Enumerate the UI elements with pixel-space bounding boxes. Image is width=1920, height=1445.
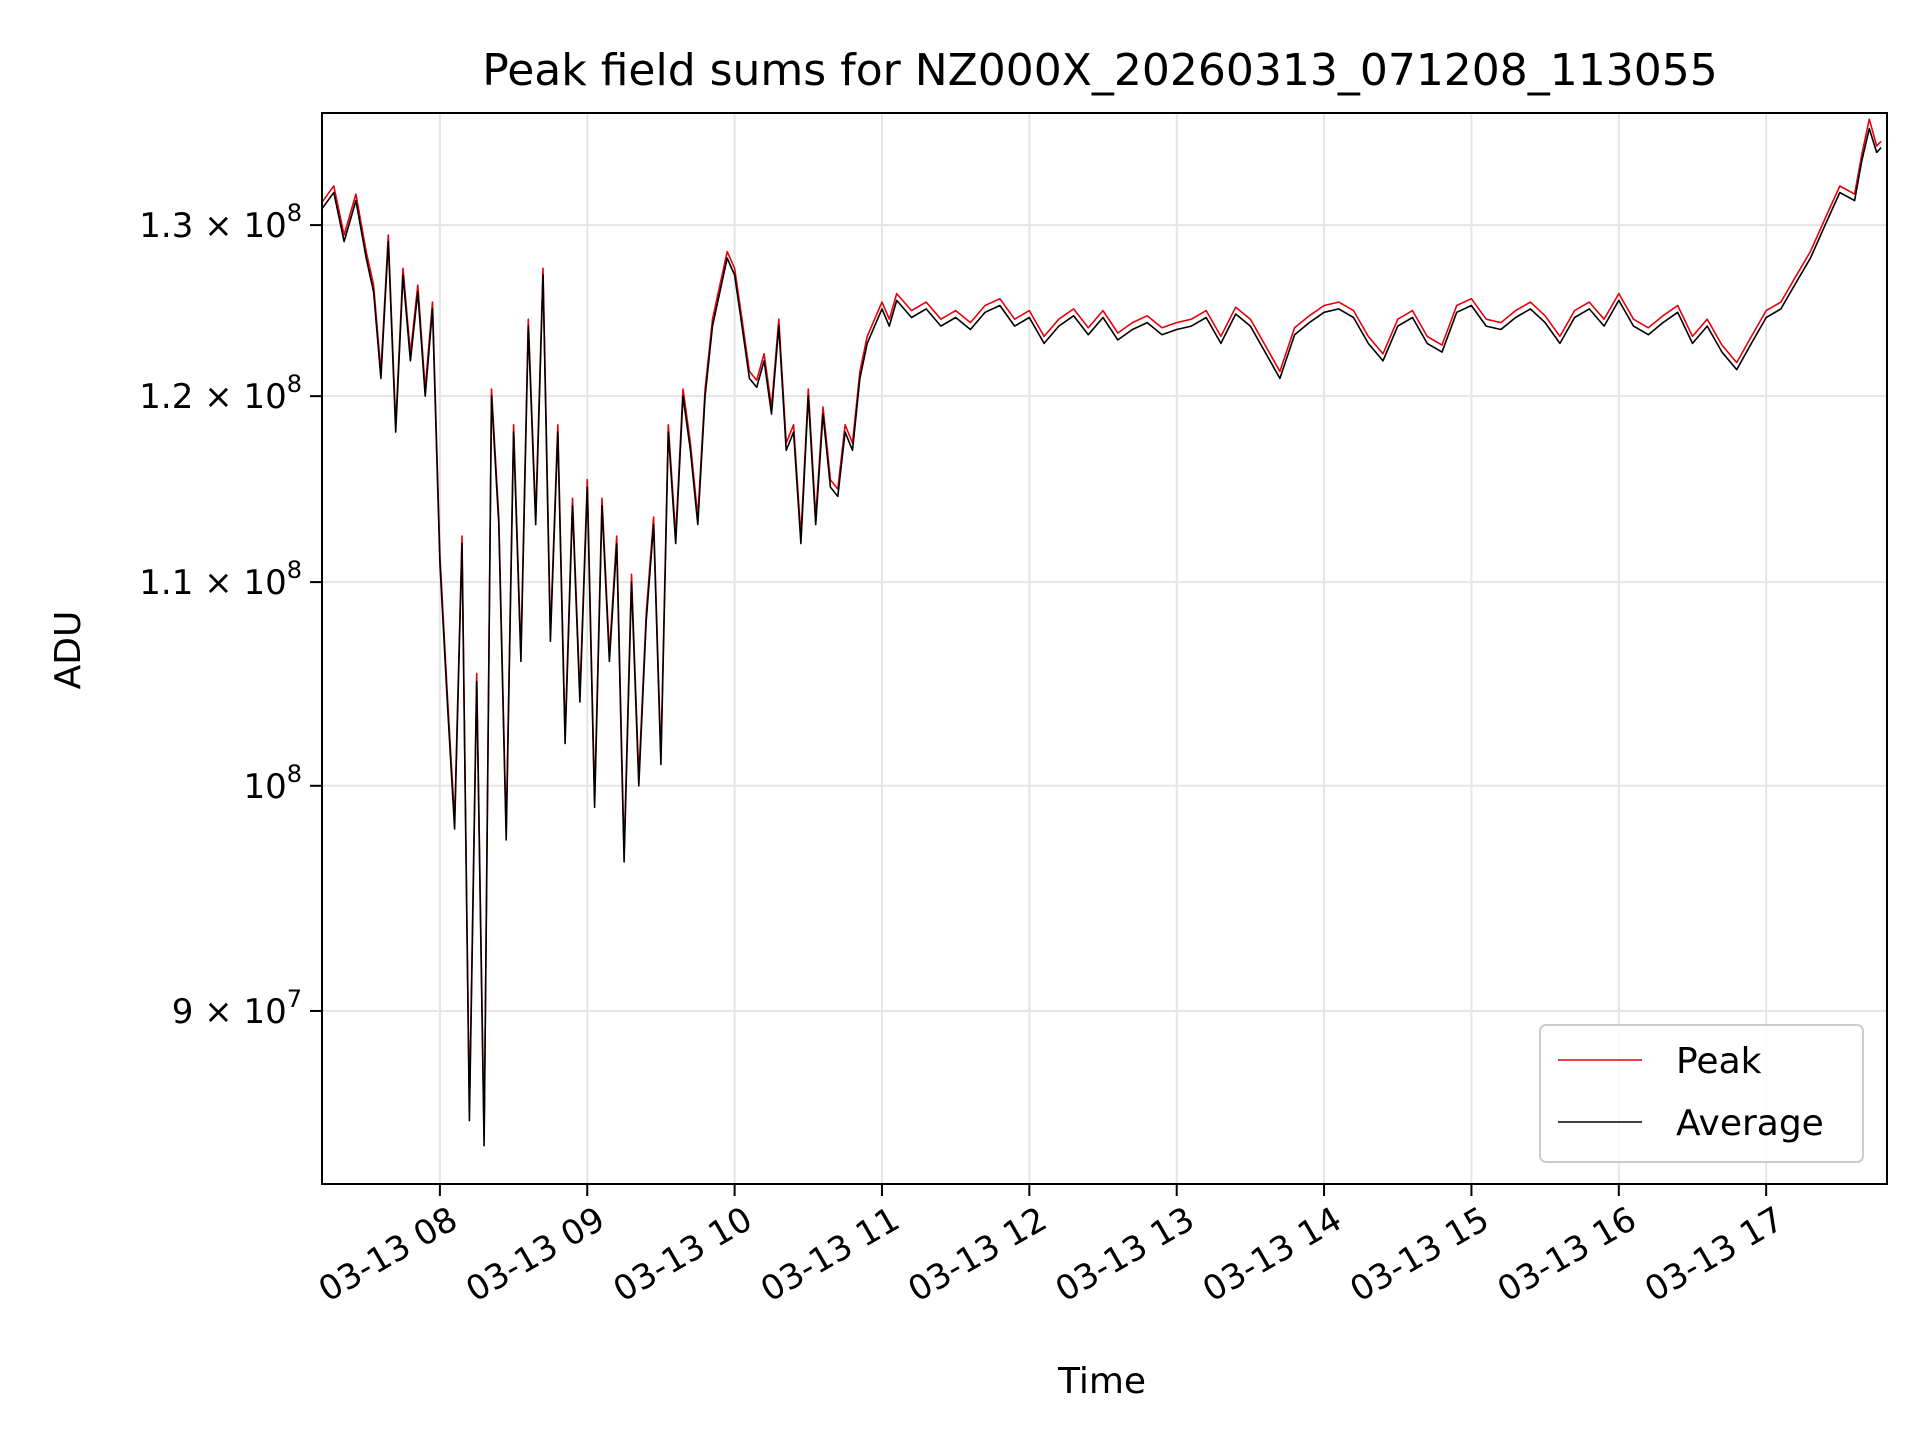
y-tick-mantissa: 10 bbox=[243, 767, 286, 807]
legend-label-average: Average bbox=[1676, 1103, 1824, 1144]
y-tick-mantissa: 1.2 × 10 bbox=[139, 377, 286, 417]
grid-lines bbox=[322, 113, 1887, 1184]
series-lines bbox=[321, 118, 1882, 1147]
y-tick-exponent: 8 bbox=[287, 370, 302, 398]
y-tick-exponent: 8 bbox=[287, 556, 302, 584]
y-tick-exponent: 8 bbox=[287, 760, 302, 788]
plot-frame bbox=[321, 112, 1888, 1185]
series-line-average bbox=[321, 127, 1882, 1147]
legend: Peak Average bbox=[1539, 1024, 1864, 1163]
y-tick-exponent: 8 bbox=[287, 199, 302, 227]
y-tick-mantissa: 9 × 10 bbox=[172, 992, 287, 1032]
y-tick-label: 1.2 × 108 bbox=[139, 370, 302, 417]
y-tick-exponent: 7 bbox=[287, 985, 302, 1013]
y-tick-label: 108 bbox=[243, 760, 302, 807]
y-tick-label: 1.3 × 108 bbox=[139, 199, 302, 246]
x-axis-label: Time bbox=[1057, 1361, 1146, 1402]
y-tick-mantissa: 1.1 × 10 bbox=[139, 563, 286, 603]
y-tick-mantissa: 1.3 × 10 bbox=[139, 206, 286, 246]
y-tick-label: 9 × 107 bbox=[172, 985, 302, 1032]
y-tick-label: 1.1 × 108 bbox=[139, 556, 302, 603]
chart-title: Peak field sums for NZ000X_20260313_0712… bbox=[482, 45, 1718, 96]
y-axis-label: ADU bbox=[48, 611, 89, 690]
legend-label-peak: Peak bbox=[1676, 1041, 1762, 1082]
